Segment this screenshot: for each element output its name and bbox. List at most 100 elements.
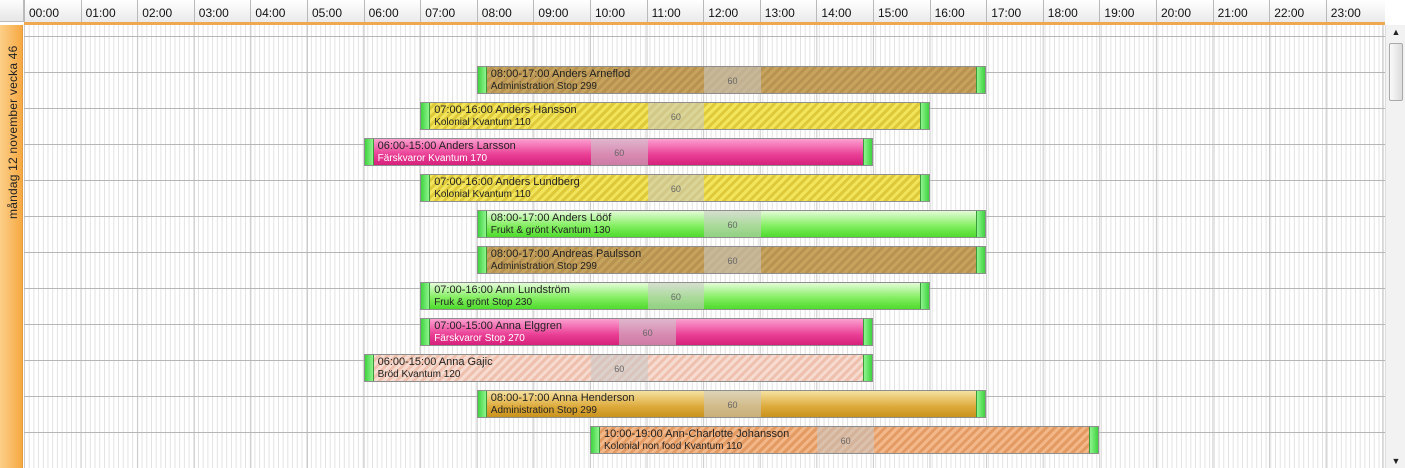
shift-bar[interactable]: 60 10:00-19:00 Ann-Charlotte Johansson Kol… [590,426,1100,454]
hour-label: 05:00 [307,0,364,22]
shift-bar[interactable]: 60 08:00-17:00 Anna Henderson Administrati… [476,390,987,418]
row-divider [24,36,1385,37]
hour-label: 09:00 [533,0,590,22]
shift-end-handle[interactable] [862,319,872,345]
hour-label: 15:00 [873,0,930,22]
shift-start-handle[interactable] [477,247,487,273]
shift-start-handle[interactable] [591,427,600,453]
break-block: 60 [619,319,676,345]
shift-bar[interactable]: 60 07:00-16:00 Anders Lundberg Kolonial Kv… [420,174,930,202]
timeline-header: 00:00 01:00 02:00 03:00 04:00 05:00 06:00 07:00… [24,0,1385,25]
shift-department: Kolonial non food Kvantum 110 [604,441,743,452]
shift-bar[interactable]: 60 08:00-17:00 Andreas Paulsson Administra… [476,246,987,274]
shift-title: 08:00-17:00 Anders Arneflod [490,68,631,80]
hour-label: 02:00 [137,0,194,22]
hour-label: 16:00 [929,0,987,22]
shift-end-handle[interactable] [919,283,929,309]
hour-label: 11:00 [646,0,704,22]
shift-bar[interactable]: 60 07:00-16:00 Anders Hansson Kolonial Kva… [420,102,930,130]
shift-bar[interactable]: 60 06:00-15:00 Anders Larsson Färskvaror K… [363,138,873,166]
shift-title: 07:00-16:00 Ann Lundström [434,284,570,296]
vertical-scrollbar[interactable]: ▲ ▼ [1385,25,1405,468]
shift-end-handle[interactable] [862,355,872,381]
hour-label: 06:00 [363,0,421,22]
scroll-up-icon[interactable]: ▲ [1391,27,1401,37]
hour-label: 07:00 [420,0,477,22]
shift-start-handle[interactable] [421,319,431,345]
hour-label: 01:00 [80,0,138,22]
shift-start-handle[interactable] [421,103,431,129]
day-label-bar: måndag 12 november vecka 46 [0,25,23,468]
shift-department: Färskvaror Stop 270 [434,333,525,344]
break-block: 60 [704,391,761,417]
shift-department: Administration Stop 299 [490,81,597,92]
break-block: 60 [590,355,648,381]
shift-start-handle[interactable] [421,283,431,309]
shift-department: Frukt & grönt Kvantum 130 [490,225,611,236]
break-block: 60 [704,211,761,237]
shift-bar[interactable]: 60 06:00-15:00 Anna Gajic Bröd Kvantum 120 [363,354,873,382]
shift-end-handle[interactable] [976,391,986,417]
hour-label: 04:00 [250,0,307,22]
hour-label: 21:00 [1212,0,1270,22]
shift-bar[interactable]: 60 07:00-16:00 Ann Lundström Fruk & grönt … [420,282,930,310]
shift-department: Kolonial Kvantum 110 [434,117,531,128]
shift-start-handle[interactable] [477,211,487,237]
scroll-down-icon[interactable]: ▼ [1391,456,1401,466]
shift-title: 08:00-17:00 Andreas Paulsson [490,248,642,260]
shift-department: Administration Stop 299 [490,405,597,416]
shift-end-handle[interactable] [919,175,929,201]
shift-end-handle[interactable] [862,139,872,165]
shift-title: 07:00-16:00 Anders Hansson [434,104,577,116]
hour-label: 17:00 [986,0,1043,22]
shift-end-handle[interactable] [976,211,986,237]
shift-title: 06:00-15:00 Anders Larsson [377,140,516,152]
shift-end-handle[interactable] [919,103,929,129]
shift-start-handle[interactable] [421,175,431,201]
shift-start-handle[interactable] [364,139,374,165]
shift-title: 10:00-19:00 Ann-Charlotte Johansson [604,428,790,440]
hour-label: 19:00 [1099,0,1156,22]
shift-title: 07:00-15:00 Anna Elggren [434,320,563,332]
shift-start-handle[interactable] [364,355,374,381]
day-label-text: måndag 12 november vecka 46 [6,45,20,219]
shift-bar[interactable]: 60 08:00-17:00 Anders Lööf Frukt & grönt K… [476,210,987,238]
break-block: 60 [647,103,705,129]
shift-department: Kolonial Kvantum 110 [434,189,531,200]
shift-bar[interactable]: 60 08:00-17:00 Anders Arneflod Administrat… [476,66,987,94]
hour-label: 13:00 [759,0,817,22]
hour-label: 22:00 [1269,0,1326,22]
shift-department: Fruk & grönt Stop 230 [434,297,533,308]
break-block: 60 [647,283,705,309]
shift-department: Bröd Kvantum 120 [377,369,461,380]
hour-label: 08:00 [476,0,534,22]
shift-title: 07:00-16:00 Anders Lundberg [434,176,580,188]
break-block: 60 [647,175,705,201]
break-block: 60 [590,139,648,165]
scroll-thumb[interactable] [1389,43,1403,101]
hour-label: 00:00 [24,0,81,22]
shift-department: Färskvaror Kvantum 170 [377,153,488,164]
hour-label: 10:00 [590,0,647,22]
shift-department: Administration Stop 299 [490,261,597,272]
header-corner [0,0,24,22]
shift-title: 08:00-17:00 Anders Lööf [490,212,612,224]
shift-end-handle[interactable] [976,247,986,273]
break-block: 60 [704,67,761,93]
shift-bar[interactable]: 60 07:00-15:00 Anna Elggren Färskvaror Sto… [420,318,873,346]
hour-label: 18:00 [1042,0,1100,22]
break-block: 60 [704,247,761,273]
shift-title: 06:00-15:00 Anna Gajic [377,356,493,368]
hour-label: 12:00 [703,0,760,22]
shift-end-handle[interactable] [976,67,986,93]
hour-label: 03:00 [193,0,251,22]
hour-label: 14:00 [816,0,873,22]
shift-start-handle[interactable] [477,391,487,417]
schedule-grid: 60 08:00-17:00 Anders Arneflod Administrat… [24,25,1385,468]
shift-end-handle[interactable] [1089,427,1099,453]
hour-label: 23:00 [1325,0,1383,22]
shift-title: 08:00-17:00 Anna Henderson [490,392,635,404]
break-block: 60 [817,427,874,453]
shift-start-handle[interactable] [477,67,487,93]
